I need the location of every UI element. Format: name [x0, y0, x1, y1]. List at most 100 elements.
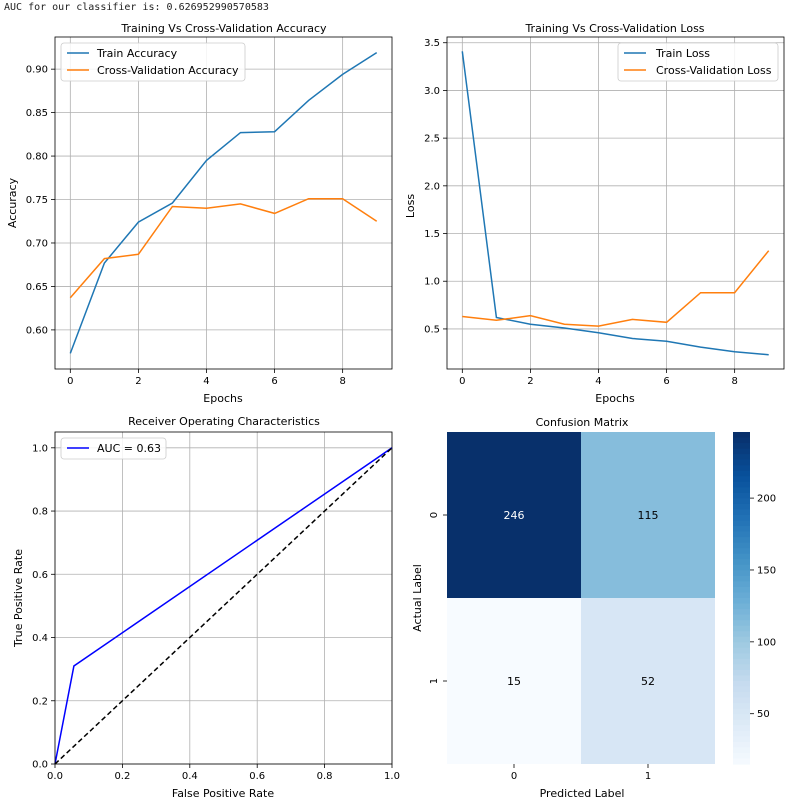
roc-xtick-label-4: 0.8: [317, 771, 333, 782]
accuracy-ytick-label-2: 0.70: [26, 238, 48, 249]
loss-xtick-label-3: 6: [663, 376, 669, 387]
colorbar-segment: [733, 647, 750, 654]
colorbar-segment: [733, 614, 750, 621]
colorbar-segment: [733, 730, 750, 737]
colorbar-tick-label-3: 200: [757, 494, 776, 505]
colorbar-segment: [733, 553, 750, 560]
accuracy-ytick-label-5: 0.85: [26, 108, 48, 119]
roc-xtick-label-5: 1.0: [384, 771, 400, 782]
roc-xlabel: False Positive Rate: [172, 787, 274, 800]
colorbar-segment: [733, 609, 750, 616]
colorbar-tick-label-0: 50: [757, 709, 770, 720]
legend-label-cv-loss: Cross-Validation Loss: [656, 64, 772, 77]
loss-legend: Train Loss Cross-Validation Loss: [617, 42, 779, 82]
colorbar-segment: [733, 592, 750, 599]
colorbar-segment: [733, 603, 750, 610]
colorbar-segment: [733, 658, 750, 665]
roc-ytick-label-5: 1.0: [32, 443, 48, 454]
loss-ytick-label-6: 3.5: [424, 38, 440, 49]
roc-xtick-label-2: 0.4: [182, 771, 198, 782]
accuracy-xlabel: Epochs: [203, 392, 243, 405]
confusion-cell-value-1-0: 15: [507, 675, 521, 688]
loss-chart: Training Vs Cross-Validation Loss 0 2 4 6 8 0…: [404, 22, 785, 405]
colorbar-segment: [733, 481, 750, 488]
roc-ytick-label-4: 0.8: [32, 507, 48, 518]
loss-ytick-label-3: 2.0: [424, 181, 440, 192]
colorbar-segment: [733, 476, 750, 483]
loss-xlabel: Epochs: [595, 392, 635, 405]
colorbar-segment: [733, 570, 750, 577]
roc-chart-title: Receiver Operating Characteristics: [128, 415, 320, 428]
roc-ytick-label-2: 0.4: [32, 633, 48, 644]
confusion-ytick-label-1: 1: [429, 678, 440, 684]
colorbar-segment: [733, 487, 750, 494]
colorbar-segment: [733, 741, 750, 748]
colorbar-segment: [733, 520, 750, 527]
roc-legend: AUC = 0.63: [60, 437, 167, 460]
colorbar-segment: [733, 714, 750, 721]
colorbar-segment: [733, 669, 750, 677]
confusion-cell-1-1: [581, 598, 715, 764]
accuracy-legend: Train Accuracy Cross-Validation Accuracy: [60, 42, 246, 82]
loss-series-line-0: [461, 51, 769, 356]
confusion-xtick-label-1: 1: [645, 771, 651, 782]
loss-xtick-label-4: 8: [731, 376, 737, 387]
loss-ytick-label-5: 3.0: [424, 86, 440, 97]
accuracy-xtick-label-1: 2: [135, 376, 141, 387]
colorbar-tick-label-1: 100: [757, 637, 776, 648]
roc-xtick-label-1: 0.2: [114, 771, 130, 782]
colorbar-segment: [733, 692, 750, 699]
accuracy-xtick-label-2: 4: [203, 376, 209, 387]
colorbar-segment: [733, 636, 750, 643]
accuracy-chart: Training Vs Cross-Validation Accuracy 0 2…: [6, 22, 393, 405]
colorbar-segment: [733, 492, 750, 499]
roc-series-line-1: [54, 447, 393, 765]
loss-ytick-label-1: 1.0: [424, 277, 440, 288]
accuracy-series-line-1: [69, 197, 378, 299]
colorbar-segment: [733, 675, 750, 682]
auc-output-text: AUC for our classifier is: 0.62695299057…: [4, 2, 269, 13]
confusion-cell-0-0: [447, 432, 581, 598]
accuracy-ytick-label-4: 0.80: [26, 152, 48, 163]
confusion-xlabel: Predicted Label: [540, 787, 625, 800]
loss-ylabel: Loss: [404, 194, 417, 218]
colorbar-segment: [733, 631, 750, 638]
colorbar-segment: [733, 697, 750, 704]
accuracy-ylabel: Accuracy: [6, 177, 19, 228]
colorbar-segment: [733, 752, 750, 760]
colorbar-segment: [733, 708, 750, 715]
accuracy-xtick-label-0: 0: [67, 376, 73, 387]
colorbar-segment: [733, 736, 750, 743]
colorbar-segment: [733, 465, 750, 472]
colorbar-segment: [733, 526, 750, 533]
legend-label-train-loss: Train Loss: [655, 47, 710, 60]
colorbar-segment: [733, 448, 750, 455]
loss-ytick-label-4: 2.5: [424, 134, 440, 145]
confusion-cell-1-0: [447, 598, 581, 764]
accuracy-xtick-label-3: 6: [271, 376, 277, 387]
colorbar-segment: [733, 470, 750, 477]
colorbar-segment: [733, 459, 750, 466]
roc-ytick-label-0: 0.0: [32, 760, 48, 771]
roc-plot-frame: [54, 431, 393, 765]
confusion-xtick-label-0: 0: [511, 771, 517, 782]
confusion-cell-value-0-0: 246: [504, 509, 525, 522]
colorbar-segment: [733, 432, 750, 439]
colorbar-segment: [733, 719, 750, 726]
colorbar-segment: [733, 747, 750, 754]
colorbar-tick-label-2: 150: [757, 565, 776, 576]
confusion-matrix-chart: Confusion Matrix 246 115 15 52 0 1 0 1 Predict…: [411, 416, 776, 800]
accuracy-ytick-label-1: 0.65: [26, 282, 48, 293]
colorbar-segment: [733, 586, 750, 594]
colorbar: 50 100 150 200: [733, 432, 776, 765]
colorbar-segment: [733, 686, 750, 693]
confusion-cell-0-1: [581, 432, 715, 598]
colorbar-segment: [733, 642, 750, 649]
colorbar-segment: [733, 503, 750, 511]
colorbar-segment: [733, 531, 750, 538]
colorbar-segment: [733, 725, 750, 732]
accuracy-series-line-0: [69, 51, 378, 354]
roc-chart: Receiver Operating Characteristics 0.0 0.…: [12, 415, 400, 800]
confusion-matrix-title: Confusion Matrix: [536, 416, 629, 429]
